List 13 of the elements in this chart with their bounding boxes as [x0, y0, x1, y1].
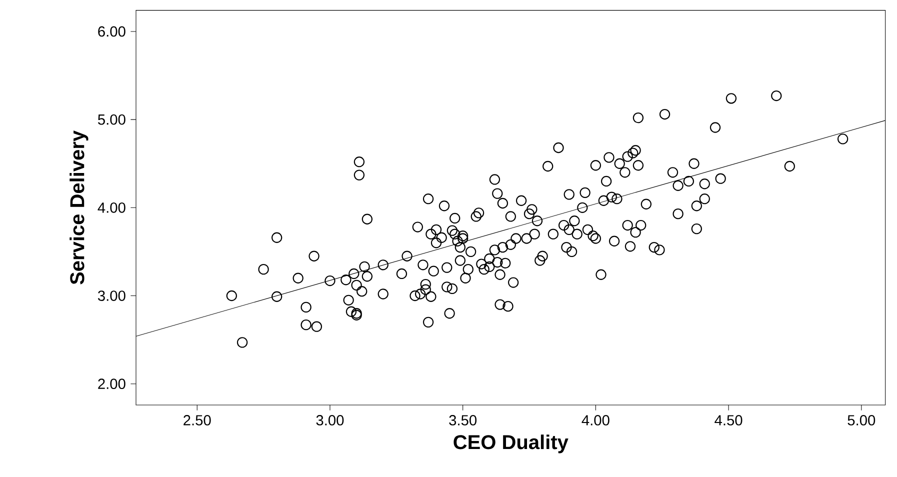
y-tick-label: 3.00 [98, 290, 126, 301]
x-tick-label: 2.50 [184, 415, 211, 426]
x-tick-label: 5.00 [848, 415, 876, 426]
x-tick-label: 3.00 [316, 415, 344, 426]
y-tick-label: 4.00 [98, 202, 126, 213]
x-tick-label: 3.50 [449, 415, 477, 426]
x-tick-label: 4.00 [582, 415, 610, 426]
y-axis-title: Service Delivery [70, 130, 88, 284]
x-axis-title: CEO Duality [454, 434, 568, 454]
y-tick-label: 5.00 [98, 114, 126, 125]
y-tick-label: 2.00 [98, 378, 126, 390]
x-tick-label: 4.50 [714, 415, 742, 426]
y-tick-label: 6.00 [98, 26, 126, 37]
